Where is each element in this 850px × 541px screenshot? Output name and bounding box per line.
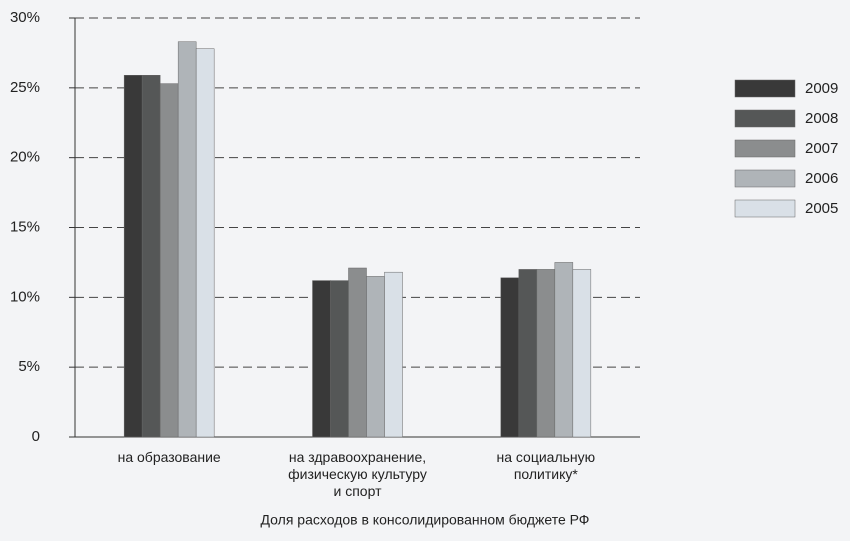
x-tick-label: на образование bbox=[117, 449, 221, 465]
bar bbox=[159, 83, 179, 438]
bar bbox=[500, 277, 520, 438]
bar bbox=[554, 262, 574, 438]
bar bbox=[384, 271, 403, 438]
bar bbox=[141, 75, 161, 438]
y-tick-label: 0 bbox=[32, 428, 40, 445]
bar bbox=[348, 267, 367, 438]
y-tick-label: 25% bbox=[10, 79, 40, 96]
bar bbox=[330, 280, 349, 438]
bar bbox=[312, 280, 331, 438]
y-tick-label: 10% bbox=[10, 288, 40, 305]
x-axis-label: Доля расходов в консолидированном бюджет… bbox=[260, 511, 590, 528]
bar bbox=[177, 41, 197, 438]
legend-swatch bbox=[734, 79, 796, 98]
legend-swatch bbox=[734, 109, 796, 128]
y-tick-label: 20% bbox=[10, 149, 40, 166]
legend-label: 2009 bbox=[805, 80, 838, 97]
legend-swatch bbox=[734, 199, 796, 218]
legend-label: 2008 bbox=[805, 110, 838, 127]
bar bbox=[123, 75, 143, 438]
legend-swatch bbox=[734, 139, 796, 158]
y-tick-label: 30% bbox=[10, 9, 40, 26]
legend-swatch bbox=[734, 169, 796, 188]
legend-label: 2007 bbox=[805, 140, 838, 157]
x-tick-label: на здравоохранение, физическую культуру … bbox=[288, 449, 427, 499]
bar bbox=[572, 269, 592, 438]
bar bbox=[536, 269, 556, 438]
legend-label: 2005 bbox=[805, 200, 838, 217]
bar bbox=[195, 48, 215, 438]
legend-label: 2006 bbox=[805, 170, 838, 187]
y-tick-label: 5% bbox=[18, 358, 40, 375]
bar bbox=[366, 276, 385, 438]
x-tick-label: на социальную политику* bbox=[496, 449, 596, 482]
y-tick-label: 15% bbox=[10, 218, 40, 235]
bar bbox=[518, 269, 538, 438]
